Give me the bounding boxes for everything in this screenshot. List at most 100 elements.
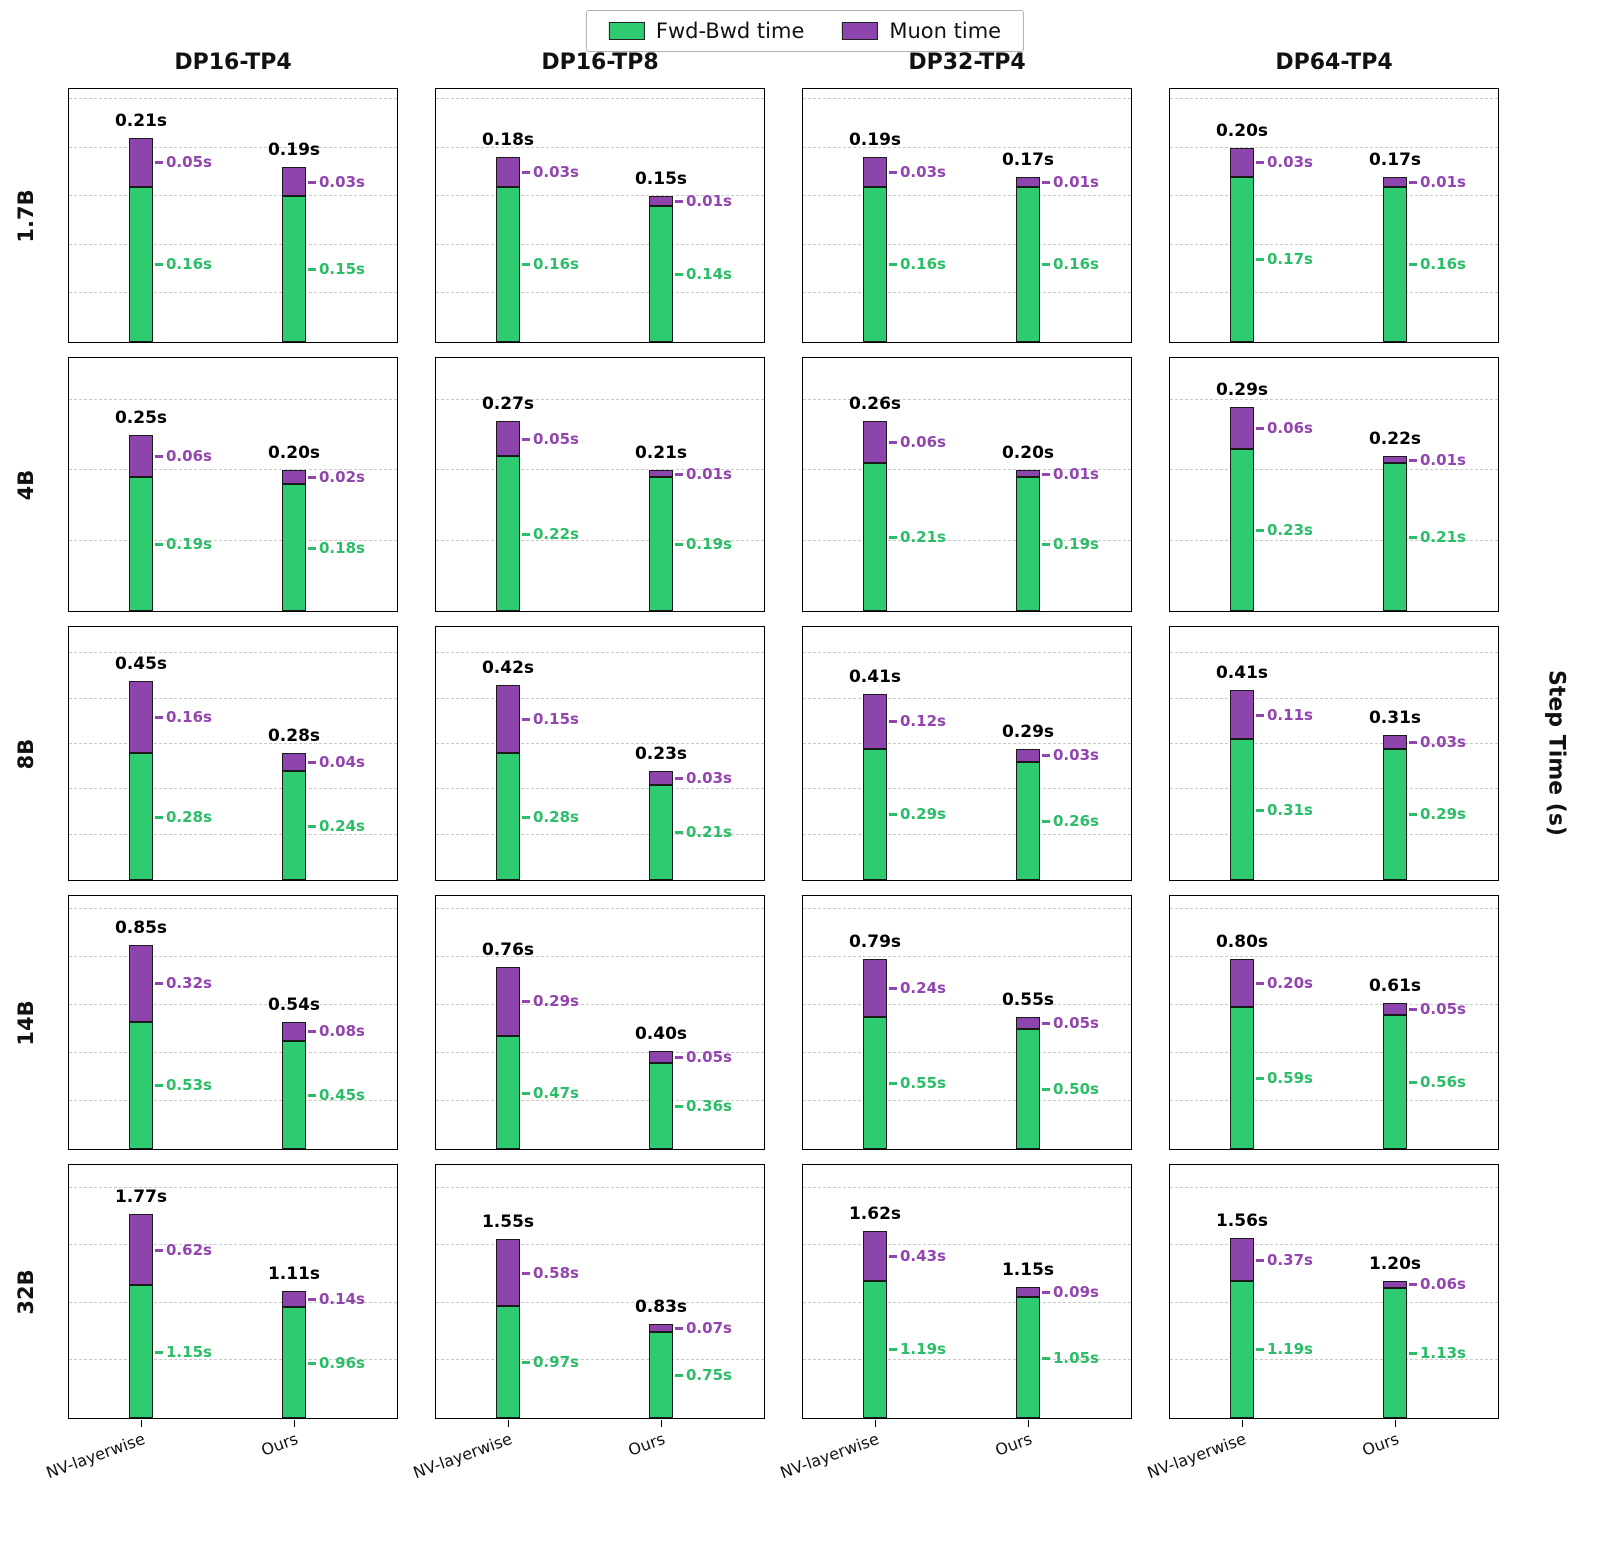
x-axis-tick — [294, 1420, 295, 1427]
bar-segment-fwd-nv-layerwise — [129, 1021, 153, 1149]
gridline — [1170, 1052, 1498, 1053]
total-time-label: 0.20s — [267, 443, 321, 464]
bar-segment-fwd-ours — [1016, 477, 1040, 611]
legend: Fwd-Bwd time Muon time — [585, 10, 1025, 52]
bar-segment-muon-ours — [282, 1021, 306, 1041]
fwd-bwd-time-label: 1.19s — [889, 1340, 946, 1358]
gridline — [1170, 1186, 1498, 1188]
gridline — [1170, 243, 1498, 245]
gridline — [69, 956, 397, 957]
total-time-label: 0.22s — [1368, 429, 1422, 450]
bar-segment-fwd-nv-layerwise — [863, 186, 887, 342]
subplot-8b-dp64-tp4: 0.41s 0.31s 0.11s 0.31s 0.29s 0.03s — [1169, 626, 1499, 881]
fwd-bwd-time-label: 0.19s — [675, 535, 732, 553]
gridline — [1170, 956, 1498, 957]
bar-segment-muon-ours — [282, 753, 306, 772]
subplot-14b-dp32-tp4: 0.79s 0.55s 0.24s 0.55s 0.50s 0.05s — [802, 895, 1132, 1150]
label-leader-line-icon — [675, 1373, 683, 1377]
fwd-bwd-time-label: 0.53s — [155, 1076, 212, 1094]
muon-time-label: 0.11s — [1256, 706, 1313, 724]
label-leader-line-icon — [889, 441, 897, 445]
subplot-8b-dp16-tp4: 0.45s 0.28s 0.16s 0.28s 0.24s 0.04s — [68, 626, 398, 881]
gridline — [69, 788, 397, 790]
gridline — [803, 697, 1131, 699]
label-leader-line-icon — [889, 1348, 897, 1352]
muon-time-label: 0.05s — [1042, 1014, 1099, 1032]
total-time-label: 0.41s — [848, 667, 902, 688]
total-time-label: 0.19s — [267, 140, 321, 161]
muon-time-label: 0.04s — [308, 753, 365, 771]
fwd-bwd-time-label: 0.28s — [155, 808, 212, 826]
gridline — [436, 1100, 764, 1101]
fwd-bwd-time-label: 0.56s — [1409, 1073, 1466, 1091]
bar-segment-fwd-ours — [649, 1331, 673, 1418]
total-time-label: 0.85s — [114, 918, 168, 938]
fwd-bwd-time-label: 1.15s — [155, 1343, 212, 1361]
gridline — [803, 398, 1131, 400]
muon-time-label: 0.06s — [889, 433, 946, 451]
total-time-label: 0.26s — [848, 394, 902, 415]
muon-time-label: 0.05s — [155, 153, 212, 171]
label-leader-line-icon — [889, 263, 897, 267]
gridline — [69, 908, 397, 909]
gridline — [1170, 788, 1498, 790]
fwd-bwd-time-label: 0.15s — [308, 260, 365, 278]
label-leader-line-icon — [1042, 754, 1050, 758]
fwd-bwd-time-label: 0.31s — [1256, 801, 1313, 819]
label-leader-line-icon — [675, 831, 683, 835]
gridline — [803, 1100, 1131, 1101]
fwd-bwd-time-label: 1.13s — [1409, 1344, 1466, 1362]
bar-segment-fwd-ours — [282, 196, 306, 342]
gridline — [1170, 195, 1498, 197]
label-leader-line-icon — [155, 815, 163, 819]
label-leader-line-icon — [1256, 1077, 1264, 1081]
bar-segment-muon-ours — [649, 1050, 673, 1063]
total-time-label: 0.55s — [1001, 990, 1055, 1010]
label-leader-line-icon — [1409, 536, 1417, 540]
bar-segment-muon-nv-layerwise — [863, 1231, 887, 1281]
subplot-14b-dp64-tp4: 0.80s 0.59s 0.20s 0.61s 0.56s 0.05s — [1169, 895, 1499, 1150]
row-label-32b: 32B — [14, 1268, 38, 1315]
column-title-dp32-tp4: DP32-TP4 — [908, 50, 1026, 75]
muon-time-label: 0.32s — [155, 974, 212, 992]
gridline — [1170, 652, 1498, 654]
subplot-4b-dp64-tp4: 0.29s 0.23s 0.06s 0.22s 0.21s 0.01s — [1169, 357, 1499, 612]
gridline — [803, 1004, 1131, 1005]
total-time-label: 0.17s — [1001, 149, 1055, 170]
gridline — [69, 98, 397, 100]
gridline — [1170, 1359, 1498, 1361]
bar-segment-fwd-ours — [1383, 186, 1407, 342]
muon-time-label: 0.01s — [1042, 465, 1099, 483]
legend-swatch-muon-icon — [842, 22, 879, 40]
bar-segment-fwd-nv-layerwise — [129, 753, 153, 880]
subplot-4b-dp32-tp4: 0.26s 0.21s 0.06s 0.20s 0.19s 0.01s — [802, 357, 1132, 612]
gridline — [803, 956, 1131, 957]
fwd-bwd-time-label: 0.16s — [155, 255, 212, 273]
x-axis-tick — [1242, 1420, 1243, 1427]
total-time-label: 0.27s — [481, 394, 535, 415]
gridline — [436, 98, 764, 100]
total-time-label: 0.18s — [481, 130, 535, 151]
x-tick-label-nv-layerwise: NV-layerwise — [1144, 1429, 1249, 1483]
label-leader-line-icon — [1042, 1022, 1050, 1025]
fwd-bwd-time-label: 0.36s — [675, 1097, 732, 1115]
fwd-bwd-time-label: 0.97s — [522, 1353, 579, 1371]
fwd-bwd-time-label: 0.23s — [1256, 521, 1313, 539]
bar-segment-fwd-ours — [649, 784, 673, 880]
total-time-label: 0.45s — [114, 653, 168, 674]
x-axis-tick — [508, 1420, 509, 1427]
total-time-label: 0.28s — [267, 726, 321, 747]
gridline — [1170, 1004, 1498, 1005]
total-time-label: 1.56s — [1215, 1211, 1269, 1232]
bar-segment-muon-nv-layerwise — [129, 945, 153, 1022]
fwd-bwd-time-label: 0.17s — [1256, 250, 1313, 268]
bar-segment-muon-nv-layerwise — [496, 966, 520, 1037]
muon-time-label: 0.01s — [1409, 173, 1466, 191]
muon-time-label: 0.06s — [1409, 1275, 1466, 1293]
gridline — [69, 652, 397, 654]
x-axis-tick — [1028, 1420, 1029, 1427]
label-leader-line-icon — [1409, 813, 1417, 817]
bar-segment-muon-ours — [282, 470, 306, 485]
subplot-1.7b-dp16-tp4: 0.21s 0.16s 0.05s 0.19s 0.15s 0.03s — [68, 88, 398, 343]
muon-time-label: 0.15s — [522, 710, 579, 728]
